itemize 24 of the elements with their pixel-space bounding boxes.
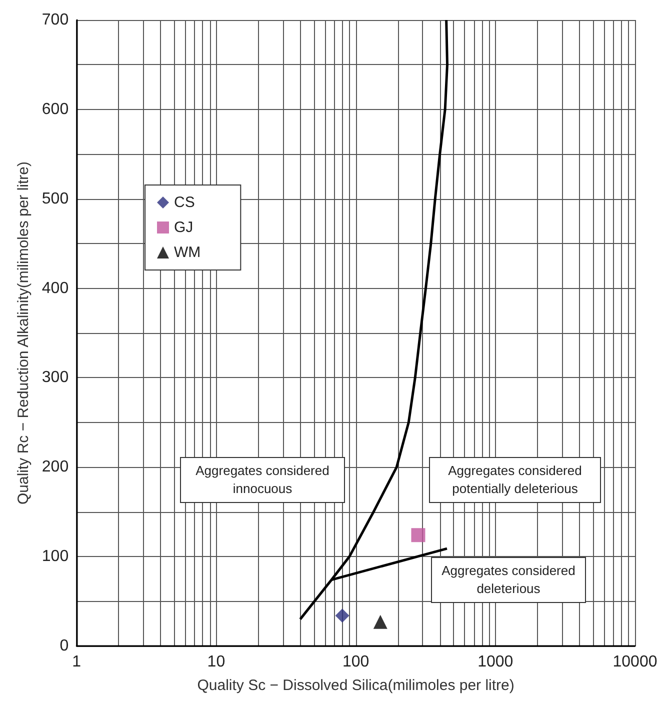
y-axis-title: Quality Rc − Reduction Alkalinity(milimoles per litre) [15, 161, 32, 505]
y-tick-label: 700 [42, 12, 69, 28]
y-tick-label: 500 [42, 190, 69, 208]
x-tick-label: 100 [342, 654, 370, 670]
annotation: Aggregates considered innocuous [196, 463, 330, 496]
y-tick-label: 600 [42, 100, 69, 118]
annotation: Aggregates considered deleterious [442, 563, 576, 596]
y-tick-label: 300 [42, 369, 69, 386]
note-box: Aggregates considered deleterious [431, 557, 586, 603]
note-box: Aggregates considered potentially deleterious [429, 457, 601, 503]
x-tick-label: 10000 [612, 654, 658, 670]
y-tick-label: 400 [42, 280, 69, 297]
note-box: Aggregates considered innocuous [180, 457, 345, 503]
x-tick-label: 10 [207, 654, 226, 670]
legend-label: CS [174, 194, 195, 211]
annotation: Aggregates considered potentially deleterious [448, 463, 582, 496]
x-tick-label: 1 [72, 654, 82, 670]
legend-label: WM [174, 244, 201, 261]
x-axis-title: Quality Sc − Dissolved Silica(milimoles per litre) [197, 677, 514, 694]
y-tick-label: 100 [42, 548, 69, 566]
y-tick-label: 200 [42, 458, 69, 476]
x-tick-label: 1000 [478, 654, 514, 670]
y-tick-label: 0 [60, 638, 69, 654]
legend-label: GJ [174, 219, 194, 236]
